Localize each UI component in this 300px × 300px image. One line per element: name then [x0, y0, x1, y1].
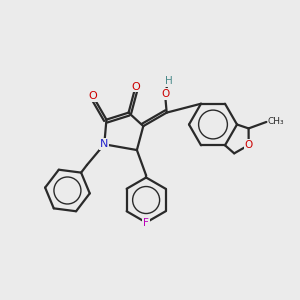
Text: F: F [143, 218, 149, 227]
Text: O: O [244, 140, 253, 150]
Text: O: O [88, 91, 97, 101]
Text: O: O [131, 82, 140, 92]
Text: N: N [100, 139, 109, 149]
Text: CH₃: CH₃ [268, 118, 284, 127]
Text: O: O [161, 89, 169, 99]
Text: H: H [165, 76, 172, 86]
